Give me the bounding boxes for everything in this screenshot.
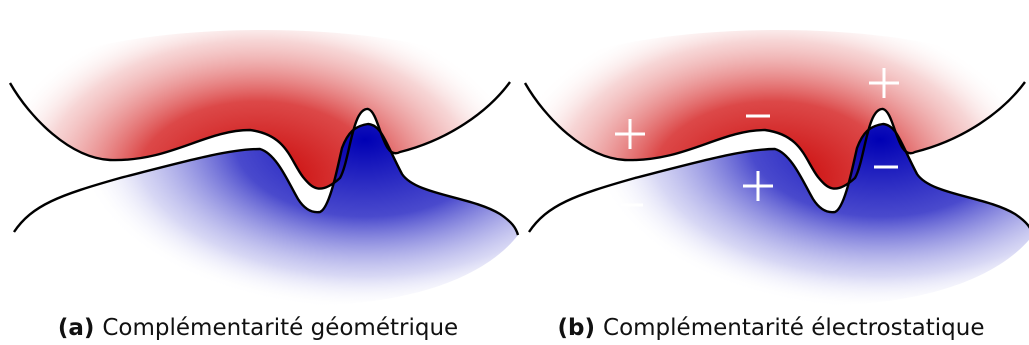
panel-a-geometric: (a) Complémentarité géométrique bbox=[8, 29, 520, 341]
panel-a-diagram bbox=[8, 29, 520, 306]
plus-charge-mark bbox=[615, 119, 645, 149]
plus-charge-mark bbox=[869, 68, 899, 98]
panel-b-caption: (b) Complémentarité électrostatique bbox=[558, 315, 985, 341]
panel-a-caption-label: (a) bbox=[58, 315, 95, 341]
panel-b-caption-label: (b) bbox=[558, 315, 596, 341]
panel-b-caption-text: Complémentarité électrostatique bbox=[603, 315, 984, 341]
panel-b-electrostatic: (b) Complémentarité électrostatique bbox=[523, 29, 1029, 341]
plus-charge-mark bbox=[743, 171, 773, 201]
panel-b-diagram bbox=[523, 29, 1029, 306]
panel-a-caption-text: Complémentarité géométrique bbox=[102, 315, 458, 341]
panel-a-caption: (a) Complémentarité géométrique bbox=[58, 315, 458, 341]
